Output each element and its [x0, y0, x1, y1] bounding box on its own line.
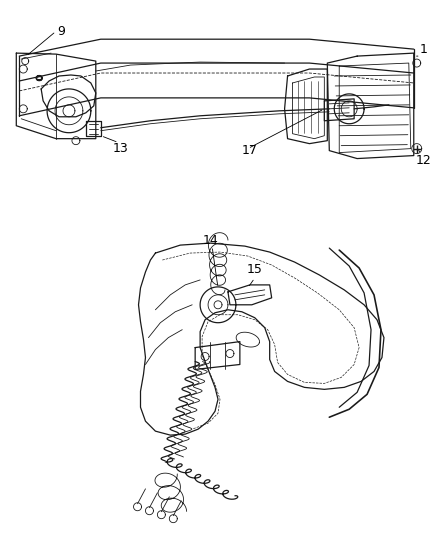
Text: 1: 1	[419, 43, 427, 55]
Text: 12: 12	[415, 154, 431, 167]
Text: 13: 13	[113, 142, 128, 155]
Text: 15: 15	[246, 263, 262, 277]
Text: 17: 17	[241, 144, 257, 157]
Text: 9: 9	[57, 25, 65, 38]
Text: 14: 14	[202, 233, 217, 247]
